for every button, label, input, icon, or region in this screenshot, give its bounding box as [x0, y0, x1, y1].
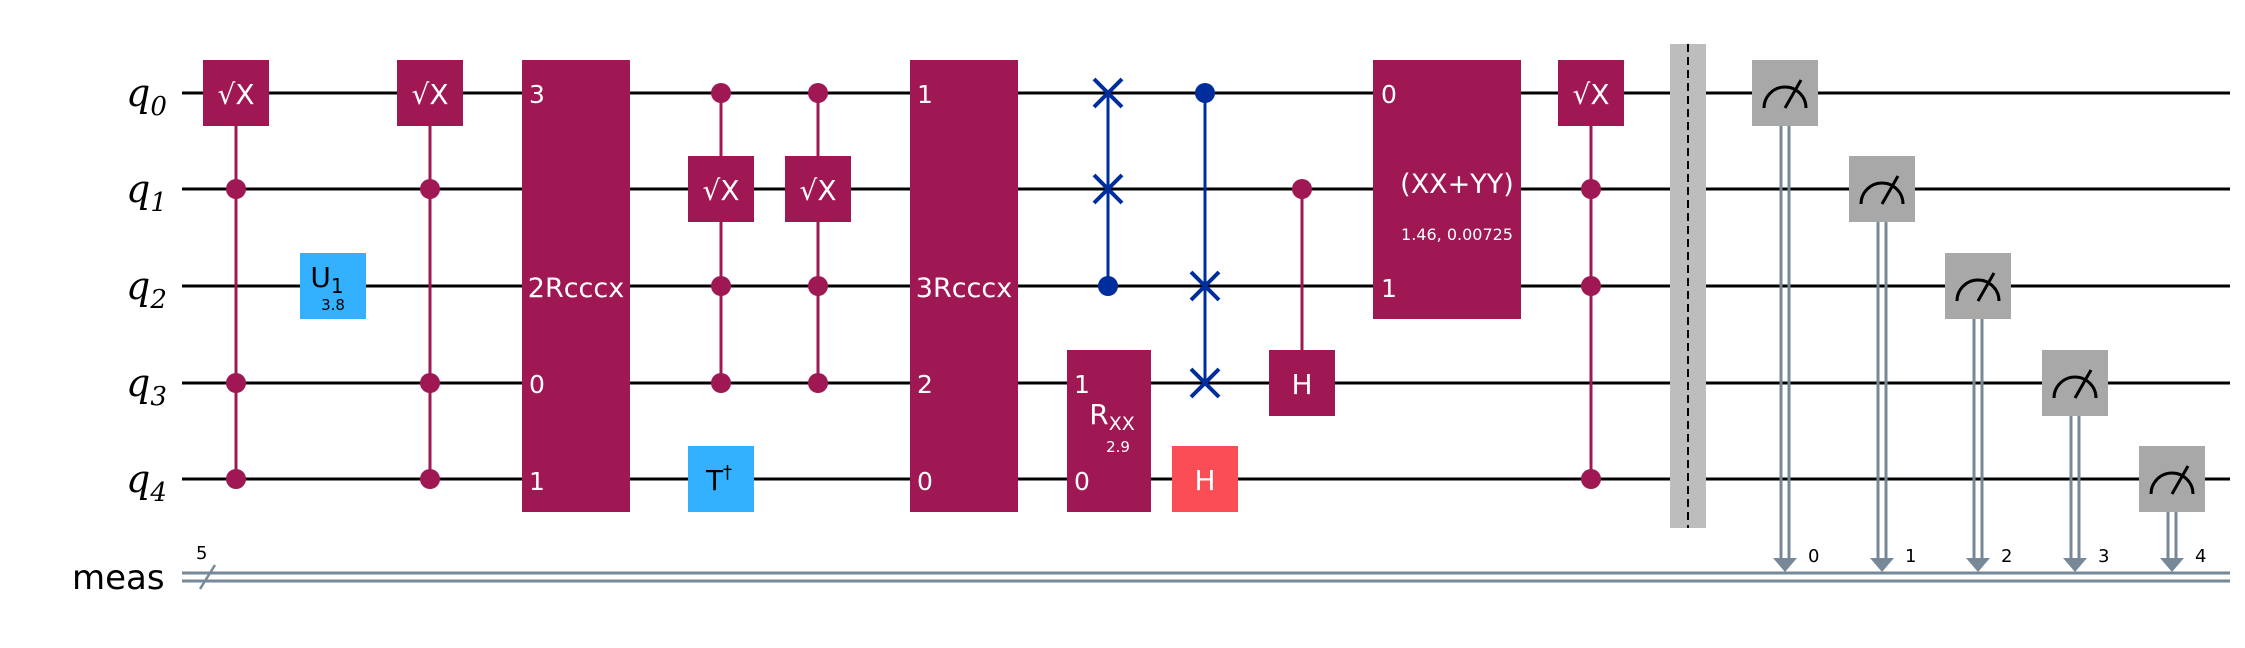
svg-text:0: 0 — [1381, 80, 1397, 109]
mc-sx-gate-3[interactable]: √X — [688, 83, 754, 393]
svg-text:0: 0 — [529, 370, 545, 399]
svg-text:0: 0 — [917, 467, 933, 496]
svg-text:1.46, 0.00725: 1.46, 0.00725 — [1401, 225, 1513, 244]
rcccx-gate-2[interactable]: 3Rcccx 1 2 0 — [910, 60, 1018, 512]
svg-text:0: 0 — [1074, 467, 1090, 496]
qubit-labels: q0 q1 q2 q3 q4 meas — [72, 71, 167, 598]
label-q1: q1 — [126, 167, 167, 218]
mc-sx-gate-4[interactable]: √X — [785, 83, 851, 393]
svg-text:(XX+YY): (XX+YY) — [1400, 169, 1514, 200]
svg-text:√X: √X — [702, 174, 739, 207]
measure-q0[interactable]: 0 — [1752, 60, 1819, 572]
h-gate-q4[interactable]: H — [1172, 446, 1238, 512]
svg-text:3: 3 — [2098, 546, 2109, 567]
svg-text:2.9: 2.9 — [1106, 438, 1130, 456]
svg-text:1: 1 — [529, 467, 545, 496]
measure-q2[interactable]: 2 — [1945, 253, 2012, 572]
mc-sx-gate-2[interactable]: √X — [397, 60, 463, 489]
svg-text:2: 2 — [917, 370, 933, 399]
svg-text:0: 0 — [1808, 546, 1819, 567]
svg-text:√X: √X — [411, 78, 448, 111]
rcccx-gate-1[interactable]: 2Rcccx 3 0 1 — [522, 60, 630, 512]
label-q3: q3 — [126, 361, 167, 412]
svg-text:2: 2 — [2001, 546, 2012, 567]
xxplusyy-gate[interactable]: 0 1 (XX+YY) 1.46, 0.00725 — [1373, 60, 1521, 319]
classical-wire: 5 — [182, 543, 2230, 590]
mc-sx-gate-5[interactable]: √X — [1558, 60, 1624, 489]
u1-gate[interactable]: U1 3.8 — [300, 253, 366, 319]
svg-text:1: 1 — [1905, 546, 1916, 567]
measure-q1[interactable]: 1 — [1849, 156, 1916, 572]
svg-text:RXX: RXX — [1089, 398, 1135, 435]
svg-text:4: 4 — [2195, 546, 2206, 567]
svg-text:1: 1 — [917, 80, 933, 109]
svg-text:√X: √X — [799, 174, 836, 207]
svg-text:T†: T† — [705, 462, 732, 497]
svg-text:3Rcccx: 3Rcccx — [916, 273, 1012, 304]
svg-text:2Rcccx: 2Rcccx — [528, 273, 624, 304]
sx-label: √X — [217, 78, 254, 111]
label-q4: q4 — [126, 457, 167, 508]
cswap-gate-2[interactable] — [1189, 83, 1221, 399]
label-q0: q0 — [126, 71, 167, 122]
label-meas: meas — [72, 558, 165, 598]
svg-text:H: H — [1291, 368, 1312, 401]
label-q2: q2 — [126, 264, 167, 315]
rxx-gate[interactable]: 1 0 RXX 2.9 — [1067, 350, 1151, 512]
bus-slash — [198, 564, 217, 590]
svg-text:1: 1 — [1074, 370, 1090, 399]
svg-text:3: 3 — [529, 80, 545, 109]
bus-size: 5 — [196, 543, 207, 564]
measure-q4[interactable]: 4 — [2139, 446, 2206, 572]
mc-sx-gate-1[interactable]: √X — [203, 60, 269, 489]
svg-text:1: 1 — [1381, 274, 1397, 303]
u1-param: 3.8 — [321, 296, 345, 314]
svg-text:√X: √X — [1572, 78, 1609, 111]
tdg-gate[interactable]: T† — [688, 446, 754, 512]
svg-text:H: H — [1194, 464, 1215, 497]
ch-gate[interactable]: H — [1269, 179, 1335, 416]
svg-text:U1: U1 — [310, 261, 343, 298]
measure-q3[interactable]: 3 — [2042, 350, 2109, 572]
cswap-gate-1[interactable] — [1092, 77, 1124, 296]
barrier — [1670, 44, 1706, 528]
